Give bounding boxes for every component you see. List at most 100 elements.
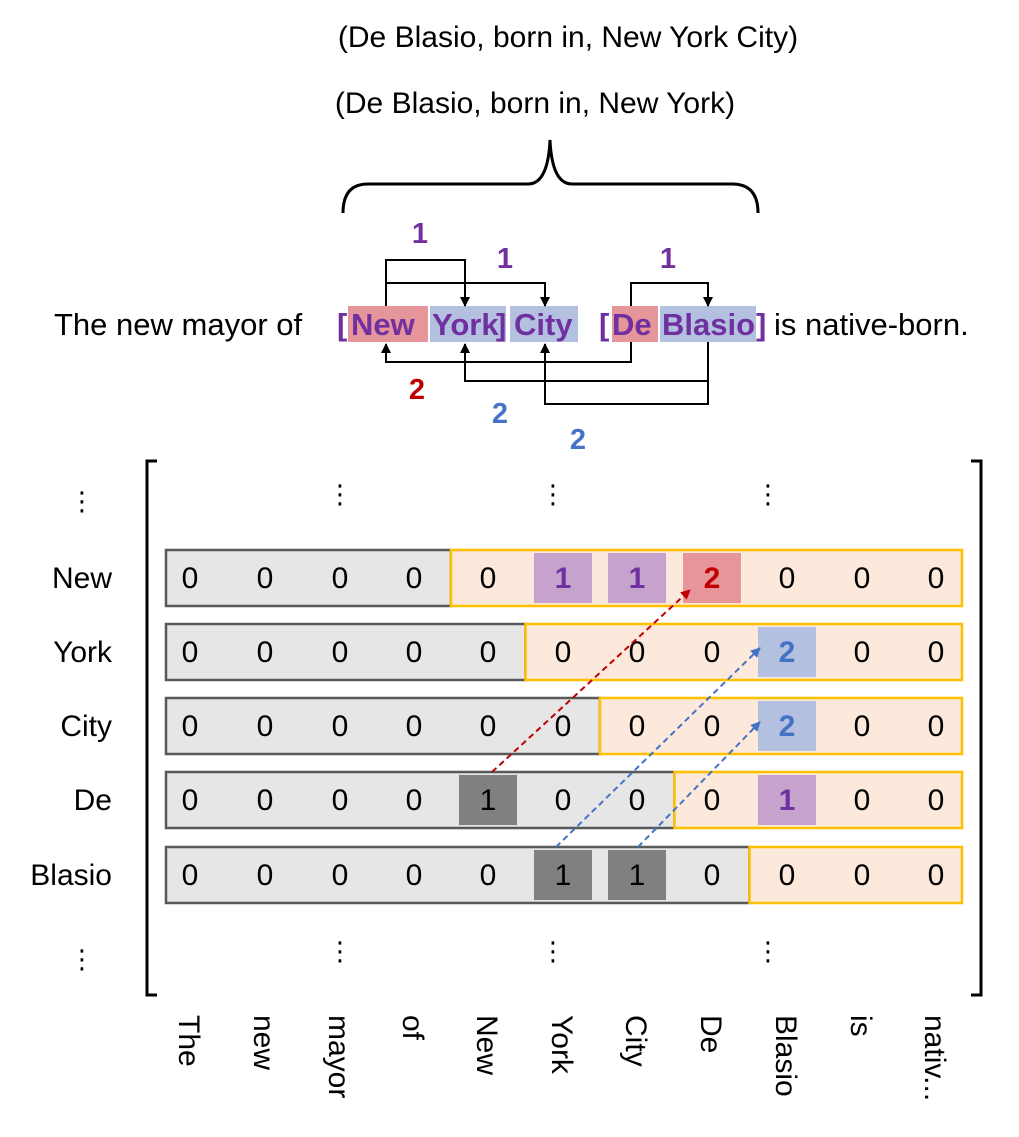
cell-york-4: 0 xyxy=(480,636,497,669)
cell-highlight-blasio-6 xyxy=(608,850,666,900)
cell-york-3: 0 xyxy=(406,636,423,669)
ellipsis-col-york-top: ⋮ xyxy=(540,479,566,509)
arrow-label-york-2: 2 xyxy=(492,398,508,430)
triple-2: (De Blasio, born in, New York) xyxy=(335,87,735,120)
row-york-lower-region xyxy=(164,622,527,682)
cell-york-1: 0 xyxy=(257,636,274,669)
token-city: City xyxy=(514,307,573,342)
column-label-0: The xyxy=(172,1015,205,1067)
cell-york-0: 0 xyxy=(182,636,199,669)
cell-city-10: 0 xyxy=(928,710,945,743)
cell-de-1: 0 xyxy=(257,784,274,817)
cell-new-7: 2 xyxy=(704,562,721,595)
token-new: New xyxy=(351,307,416,342)
cell-york-10: 0 xyxy=(928,636,945,669)
curly-brace xyxy=(341,139,760,214)
highlight-york xyxy=(430,306,506,342)
cell-blasio-0: 0 xyxy=(182,859,199,892)
cell-city-9: 0 xyxy=(854,710,871,743)
row-label-city: City xyxy=(60,710,112,743)
cell-city-2: 0 xyxy=(332,710,349,743)
cell-highlight-york-8 xyxy=(758,627,816,677)
cell-york-6: 0 xyxy=(629,636,646,669)
cell-de-7: 0 xyxy=(704,784,721,817)
ellipsis-rowlabel-top: ⋮ xyxy=(69,486,95,516)
highlight-city xyxy=(510,306,578,342)
arrow-label-york-1: 1 xyxy=(412,218,428,250)
cell-blasio-6: 1 xyxy=(629,859,646,892)
cell-city-6: 0 xyxy=(629,710,646,743)
matrix: New 0 0 0 0 0 1 1 2 0 0 0 York 0 0 0 0 0 0 0 0 2 0 0 City 0 0 0 0 0 0 0… xyxy=(30,548,964,905)
cell-york-5: 0 xyxy=(555,636,572,669)
column-label-1: new xyxy=(247,1015,280,1070)
cell-new-2: 0 xyxy=(332,562,349,595)
row-city-lower-region xyxy=(164,696,602,756)
sentence-prefix: The new mayor of xyxy=(54,307,302,342)
dashed-arrow-blasio-york xyxy=(555,647,761,848)
highlight-de xyxy=(612,306,658,342)
row-label-blasio: Blasio xyxy=(30,859,112,892)
highlight-blasio xyxy=(660,306,756,342)
matrix-left-bracket xyxy=(145,459,157,997)
column-label-5: York xyxy=(545,1015,578,1075)
cell-york-8: 2 xyxy=(779,636,796,669)
cell-blasio-5: 1 xyxy=(555,859,572,892)
token-blasio: Blasio xyxy=(662,307,755,342)
cell-highlight-new-7 xyxy=(683,553,741,603)
cell-de-3: 0 xyxy=(406,784,423,817)
column-label-3: of xyxy=(396,1015,429,1041)
close-bracket-2: ] xyxy=(756,307,766,342)
row-de-upper-region xyxy=(673,770,964,830)
sentence-suffix: is native-born. xyxy=(774,307,969,342)
column-label-8: Blasio xyxy=(769,1015,802,1097)
arrow-label-city-2: 2 xyxy=(570,424,586,456)
row-label-new: New xyxy=(52,562,112,595)
row-label-york: York xyxy=(53,636,113,669)
arrow-blasio-city xyxy=(540,343,709,405)
cell-new-8: 0 xyxy=(779,562,796,595)
triple-1: (De Blasio, born in, New York City) xyxy=(338,21,798,54)
cell-highlight-blasio-5 xyxy=(534,850,592,900)
cell-blasio-2: 0 xyxy=(332,859,349,892)
close-bracket-1: ] xyxy=(496,307,506,342)
dashed-arrow-blasio-city xyxy=(637,721,761,848)
cell-new-5: 1 xyxy=(555,562,572,595)
row-label-de: De xyxy=(74,784,112,817)
cell-highlight-new-5 xyxy=(534,553,592,603)
dashed-arrow-de-new xyxy=(491,589,691,773)
column-label-7: De xyxy=(694,1015,727,1053)
cell-de-8: 1 xyxy=(779,784,796,817)
cell-highlight-de-8 xyxy=(758,775,816,825)
cell-blasio-3: 0 xyxy=(406,859,423,892)
cell-new-1: 0 xyxy=(257,562,274,595)
arrow-new-city xyxy=(386,282,550,307)
open-bracket-1: [ xyxy=(337,307,347,342)
cell-city-7: 0 xyxy=(704,710,721,743)
cell-york-9: 0 xyxy=(854,636,871,669)
cell-city-5: 0 xyxy=(555,710,572,743)
cell-new-3: 0 xyxy=(406,562,423,595)
arrow-label-city-1: 1 xyxy=(497,243,513,275)
cell-new-6: 1 xyxy=(629,562,646,595)
ellipsis-rowlabel-bottom: ⋮ xyxy=(69,944,95,974)
column-label-4: New xyxy=(470,1015,503,1075)
cell-highlight-de-4 xyxy=(459,775,517,825)
ellipsis-col-blasio-bottom: ⋮ xyxy=(755,936,781,966)
dependency-dashed-arrows xyxy=(491,589,761,848)
row-de-lower-region xyxy=(164,770,676,830)
arrow-de-blasio xyxy=(630,282,713,307)
row-york-upper-region xyxy=(524,622,964,682)
cell-blasio-10: 0 xyxy=(928,859,945,892)
column-label-9: is xyxy=(844,1015,877,1037)
cell-new-4: 0 xyxy=(480,562,497,595)
cell-de-2: 0 xyxy=(332,784,349,817)
ellipsis-col-blasio-top: ⋮ xyxy=(755,479,781,509)
cell-new-9: 0 xyxy=(854,562,871,595)
cell-city-1: 0 xyxy=(257,710,274,743)
cell-york-7: 0 xyxy=(704,636,721,669)
cell-blasio-4: 0 xyxy=(480,859,497,892)
cell-blasio-8: 0 xyxy=(779,859,796,892)
arrow-label-blasio-1: 1 xyxy=(660,243,676,275)
cell-de-0: 0 xyxy=(182,784,199,817)
